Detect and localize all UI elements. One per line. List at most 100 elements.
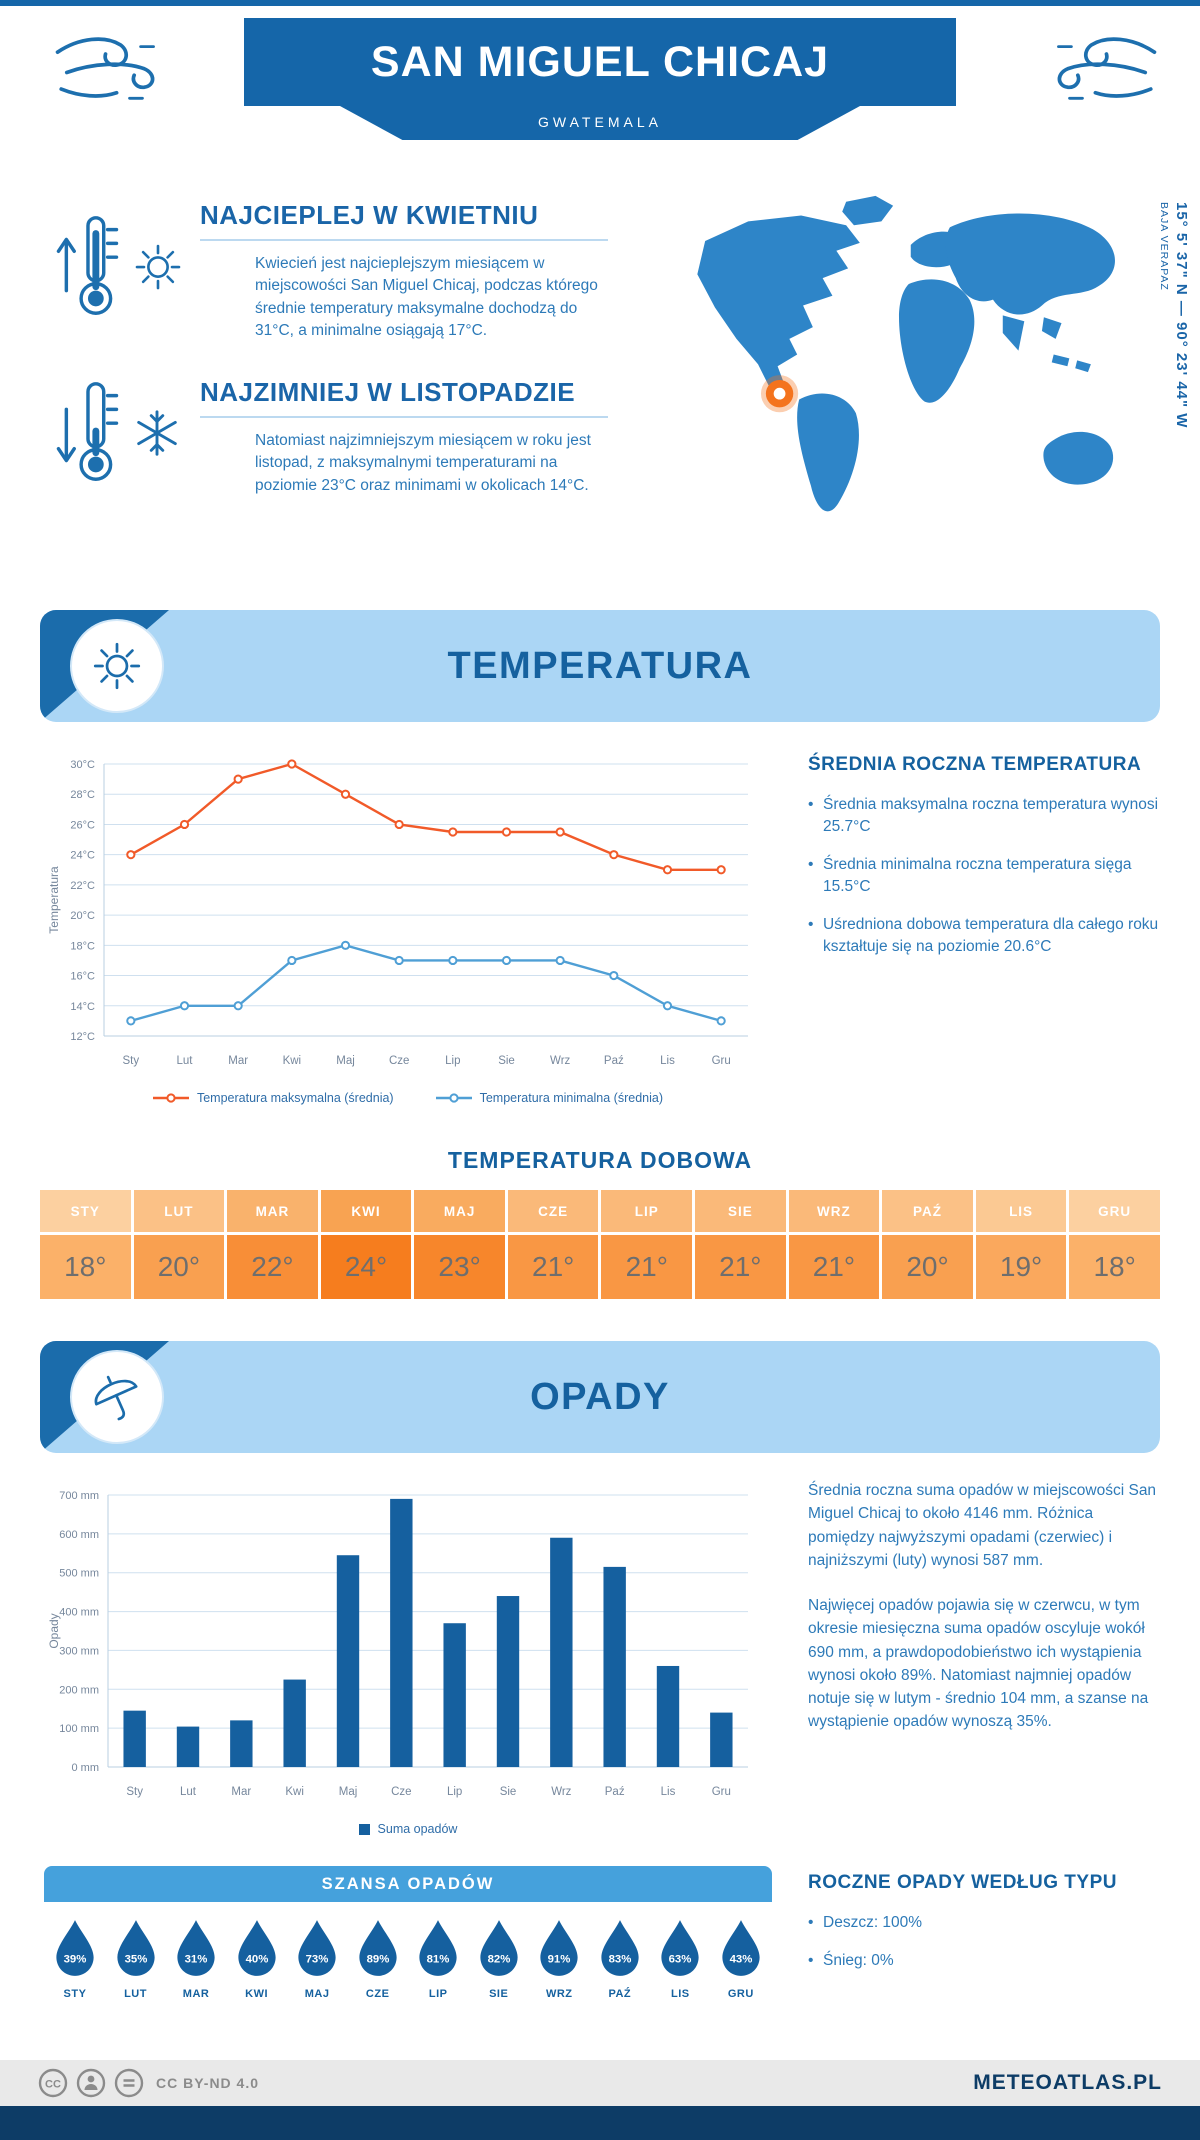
- chance-month-label: WRZ: [545, 1988, 573, 2000]
- svg-text:Mar: Mar: [228, 1055, 248, 1067]
- daily-temp-column: GRU 18°: [1069, 1190, 1160, 1299]
- legend-item: Temperatura minimalna (średnia): [435, 1091, 663, 1105]
- precipitation-bar-chart: 0 mm 100 mm 200 mm 300 mm 400 mm 500 mm 600 mm…: [47, 1490, 748, 1798]
- daily-temp-month: LUT: [133, 1190, 225, 1232]
- coordinates: BAJA VERAPAZ 15° 5' 37" N — 90° 23' 44" …: [1158, 202, 1190, 428]
- chance-month-label: STY: [63, 1988, 87, 2000]
- daily-temp-column: LUT 20°: [133, 1190, 225, 1299]
- chance-month-label: LIP: [428, 1988, 448, 2000]
- thermometer-up-icon: [56, 216, 119, 316]
- temperature-legend: Temperatura maksymalna (średnia) Temperat…: [44, 1091, 772, 1105]
- sun-icon: [93, 642, 141, 690]
- svg-text:Cze: Cze: [391, 1786, 411, 1798]
- svg-text:35%: 35%: [124, 1953, 147, 1965]
- country-ribbon: GWATEMALA: [340, 106, 860, 140]
- daily-temp-month: MAR: [227, 1190, 318, 1232]
- chance-month-label: KWI: [245, 1988, 269, 2000]
- svg-text:20°C: 20°C: [70, 910, 95, 922]
- droplet-icon: 83%: [601, 1920, 639, 1976]
- svg-text:100 mm: 100 mm: [59, 1723, 99, 1735]
- svg-text:Paź: Paź: [605, 1786, 625, 1798]
- footer: CC CC BY-ND 4.0 METEOATLAS.PL: [0, 2060, 1200, 2140]
- wind-icon: [1057, 37, 1157, 100]
- sun-icon: [135, 245, 181, 290]
- daily-temp-value: 21°: [601, 1235, 693, 1299]
- droplet-icon: 91%: [540, 1920, 578, 1976]
- svg-text:Lut: Lut: [177, 1055, 194, 1067]
- daily-temp-column: MAJ 23°: [414, 1190, 505, 1299]
- svg-text:Opady: Opady: [47, 1613, 61, 1648]
- cc-icon: CC: [38, 2068, 68, 2098]
- temperature-stats-title: ŚREDNIA ROCZNA TEMPERATURA: [808, 754, 1142, 775]
- warmest-month-text: Kwiecień jest najcieplejszym miesiącem w…: [255, 255, 598, 340]
- svg-text:91%: 91%: [548, 1953, 571, 1965]
- chance-month-label: LIS: [671, 1988, 690, 2000]
- chance-month-label: PAŹ: [608, 1988, 632, 2000]
- chance-month-label: CZE: [365, 1988, 390, 2000]
- daily-temp-value: 20°: [882, 1235, 973, 1299]
- world-map: [652, 192, 1146, 564]
- cc-by-person-icon: [76, 2068, 106, 2098]
- svg-text:12°C: 12°C: [70, 1031, 95, 1043]
- droplet-icon: 81%: [419, 1920, 457, 1976]
- daily-temp-column: MAR 22°: [227, 1190, 318, 1299]
- svg-text:Gru: Gru: [712, 1786, 731, 1798]
- warmest-month-block: NAJCIEPLEJ W KWIETNIU Kwiecień jest najc…: [48, 192, 648, 343]
- chance-title: SZANSA OPADÓW: [44, 1866, 772, 1902]
- svg-text:0 mm: 0 mm: [72, 1762, 100, 1774]
- svg-text:Sty: Sty: [123, 1055, 140, 1067]
- header: SAN MIGUEL CHICAJ GWATEMALA: [0, 6, 1200, 158]
- svg-text:40%: 40%: [245, 1953, 268, 1965]
- cc-nd-icon: [114, 2068, 144, 2098]
- svg-text:300 mm: 300 mm: [59, 1645, 99, 1657]
- chance-droplet: 31% MAR: [169, 1918, 223, 2000]
- coldest-month-block: NAJZIMNIEJ W LISTOPADZIE Natomiast najzi…: [48, 369, 648, 497]
- daily-temp-value: 21°: [695, 1235, 786, 1299]
- svg-text:73%: 73%: [306, 1953, 329, 1965]
- bullet-item: • Deszcz: 100%: [808, 1914, 923, 1931]
- precipitation-content: 0 mm 100 mm 200 mm 300 mm 400 mm 500 mm 600 mm…: [0, 1453, 1200, 1836]
- svg-text:600 mm: 600 mm: [59, 1529, 99, 1541]
- legend-item: Temperatura maksymalna (średnia): [152, 1091, 394, 1105]
- coordinates-label: 15° 5' 37" N — 90° 23' 44" W: [1173, 202, 1190, 429]
- daily-temp-value: 21°: [788, 1235, 880, 1299]
- svg-text:82%: 82%: [487, 1953, 510, 1965]
- droplet-icon: 63%: [661, 1920, 699, 1976]
- temperature-stats-list: • Średnia maksymalna roczna temperatura w…: [808, 794, 1160, 958]
- chance-droplet: 82% SIE: [472, 1918, 526, 2000]
- daily-temp-column: KWI 24°: [320, 1190, 412, 1299]
- daily-temp-month: GRU: [1069, 1190, 1160, 1232]
- daily-temperature-table: STY 18° LUT 20° MAR 22° KWI 24° MAJ 23° CZE 21° LIP 2…: [40, 1190, 1160, 1299]
- svg-text:Wrz: Wrz: [551, 1786, 571, 1798]
- daily-temp-month: LIP: [601, 1190, 693, 1232]
- svg-text:Wrz: Wrz: [550, 1055, 570, 1067]
- daily-temp-month: MAJ: [414, 1190, 505, 1232]
- svg-text:500 mm: 500 mm: [59, 1568, 99, 1580]
- precipitation-type-list: • Deszcz: 100% • Śnieg: 0%: [808, 1912, 1160, 1972]
- snowflake-icon: [137, 410, 177, 456]
- precipitation-chance-row: 39% STY 35% LUT 31% MAR 40% KWI 73% MAJ 89% CZE 81% L…: [44, 1902, 772, 2000]
- wind-icon: [55, 37, 155, 100]
- daily-temp-value: 18°: [1069, 1235, 1160, 1299]
- cc-license-icons: CC: [38, 2068, 144, 2098]
- license-label: CC BY-ND 4.0: [156, 2075, 260, 2091]
- precipitation-type-title: ROCZNE OPADY WEDŁUG TYPU: [808, 1872, 1117, 1893]
- svg-text:18°C: 18°C: [70, 940, 95, 952]
- daily-temperature-title: TEMPERATURA DOBOWA: [447, 1147, 753, 1173]
- daily-temp-value: 18°: [40, 1235, 131, 1299]
- page-title: SAN MIGUEL CHICAJ: [370, 37, 830, 86]
- chance-droplet: 81% LIP: [411, 1918, 465, 2000]
- daily-temp-month: SIE: [695, 1190, 786, 1232]
- precipitation-paragraph: Średnia roczna suma opadów w miejscowośc…: [808, 1482, 1157, 1569]
- coldest-month-title: NAJZIMNIEJ W LISTOPADZIE: [200, 376, 576, 407]
- chance-month-label: MAJ: [304, 1988, 330, 2000]
- legend-item: Suma opadów: [358, 1822, 457, 1836]
- daily-temp-value: 19°: [975, 1235, 1067, 1299]
- svg-text:Sty: Sty: [126, 1786, 143, 1798]
- chance-month-label: SIE: [489, 1988, 509, 2000]
- bullet-item: • Uśredniona dobowa temperatura dla całeg…: [808, 916, 1159, 955]
- precipitation-paragraph: Najwięcej opadów pojawia się w czerwcu, …: [808, 1597, 1149, 1731]
- bullet-item: • Śnieg: 0%: [808, 1952, 894, 1969]
- daily-temp-value: 22°: [227, 1235, 318, 1299]
